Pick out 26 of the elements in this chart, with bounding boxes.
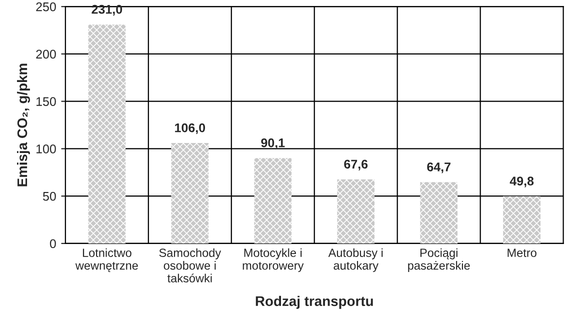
x-tick-label: Samochody osobowe i taksówki — [159, 248, 222, 282]
y-tick-label: 250 — [36, 2, 56, 12]
bar — [337, 179, 375, 244]
y-tick-label: 50 — [43, 192, 56, 201]
y-tick-label: 150 — [36, 97, 56, 106]
x-tick-label: Motocykle i motorowery — [242, 248, 304, 272]
y-axis-title: Emisja CO₂, g/pkm — [16, 64, 30, 186]
data-label: 67,6 — [344, 160, 368, 170]
bar — [88, 24, 126, 244]
data-label: 90,1 — [261, 138, 285, 150]
bar — [254, 158, 292, 244]
data-label: 231,0 — [92, 4, 122, 16]
y-tick-label: 0 — [50, 239, 56, 248]
data-label: 49,8 — [510, 176, 534, 188]
x-axis-title: Rodzaj transportu — [256, 296, 373, 309]
data-label: 64,7 — [427, 162, 450, 174]
x-tick-label: Pociągi pasażerskie — [408, 248, 470, 272]
y-tick-label: 200 — [36, 50, 56, 59]
bar — [420, 182, 458, 244]
x-tick-label: Metro — [508, 248, 536, 257]
bar — [171, 143, 209, 244]
y-tick-label: 100 — [36, 144, 56, 154]
x-tick-label: Lotnictwo wewnętrzne — [75, 248, 138, 272]
data-label: 106,0 — [175, 123, 206, 134]
bar — [503, 196, 540, 244]
x-tick-label: Autobusy i autokary — [328, 248, 383, 272]
